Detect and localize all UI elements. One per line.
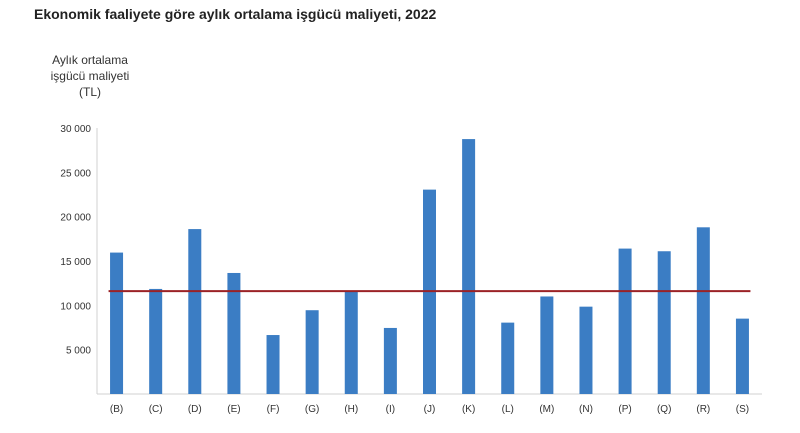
y-tick-label: 15 000 xyxy=(60,257,91,268)
x-tick-label: (H) xyxy=(344,404,358,415)
x-tick-label: (E) xyxy=(227,404,240,415)
x-tick-label: (I) xyxy=(386,404,395,415)
bar xyxy=(501,322,515,394)
y-tick-label: 10 000 xyxy=(60,301,91,312)
bar xyxy=(618,248,632,394)
bar xyxy=(344,290,358,394)
x-tick-label: (K) xyxy=(462,404,475,415)
x-tick-label: (R) xyxy=(696,404,710,415)
y-axis-label-line-3: (TL) xyxy=(79,85,101,99)
y-tick-label: 30 000 xyxy=(60,124,91,135)
x-axis-ticks: (B) (C) (D) (E) (F) (G) (H) (I) (J) (K) (L) (M) (N) (… xyxy=(110,404,749,415)
x-tick-label: (C) xyxy=(149,404,163,415)
bar xyxy=(462,139,476,394)
y-axis-label-line-1: Aylık ortalama xyxy=(52,53,128,67)
y-tick-label: 25 000 xyxy=(60,168,91,179)
y-tick-label: 20 000 xyxy=(60,213,91,224)
bar xyxy=(305,310,319,394)
y-axis-label-line-2: işgücü maliyeti xyxy=(50,69,130,83)
bar xyxy=(696,227,710,394)
x-tick-label: (L) xyxy=(502,404,514,415)
y-axis-label: Aylık ortalama işgücü maliyeti (TL) xyxy=(40,52,140,100)
x-tick-label: (F) xyxy=(267,404,280,415)
x-tick-label: (G) xyxy=(305,404,319,415)
x-tick-label: (Q) xyxy=(657,404,671,415)
x-tick-label: (M) xyxy=(539,404,554,415)
bar xyxy=(227,272,241,394)
bar xyxy=(188,229,202,394)
x-tick-label: (S) xyxy=(736,404,749,415)
x-tick-label: (N) xyxy=(579,404,593,415)
chart-title: Ekonomik faaliyete göre aylık ortalama i… xyxy=(34,6,437,22)
y-tick-label: 5 000 xyxy=(66,346,91,357)
bar xyxy=(266,335,280,394)
x-tick-label: (D) xyxy=(188,404,202,415)
y-axis-ticks: 5 000 10 000 15 000 20 000 25 000 30 000 xyxy=(60,124,91,357)
bar xyxy=(735,318,749,394)
bar xyxy=(149,288,163,394)
bar xyxy=(383,327,397,394)
x-tick-label: (B) xyxy=(110,404,123,415)
bar xyxy=(540,296,554,394)
x-tick-label: (J) xyxy=(424,404,436,415)
x-tick-label: (P) xyxy=(618,404,631,415)
bar xyxy=(657,251,671,394)
bar xyxy=(579,306,593,394)
bars xyxy=(110,139,749,394)
bar xyxy=(110,252,124,394)
